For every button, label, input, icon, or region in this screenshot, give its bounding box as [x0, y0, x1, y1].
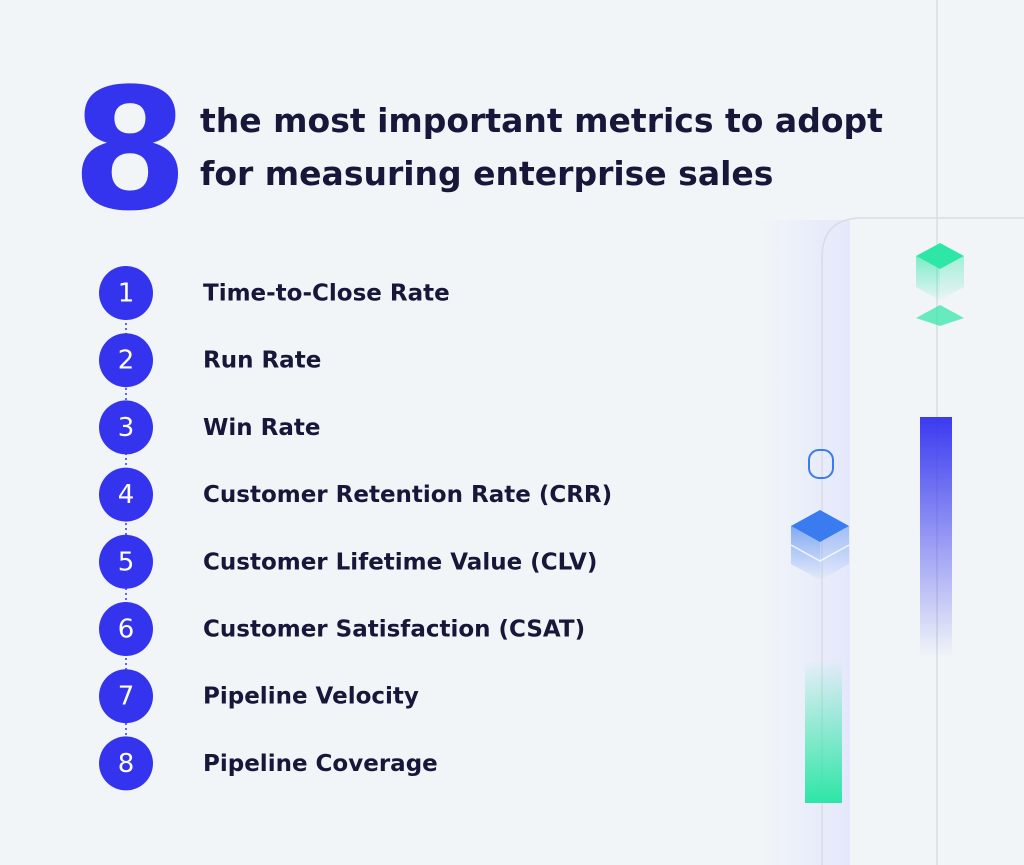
- deco-cube: [916, 243, 964, 326]
- number-circle: [99, 736, 153, 791]
- item-label: Pipeline Velocity: [203, 684, 419, 710]
- item-number: 7: [118, 682, 135, 712]
- deco-cube: [790, 510, 850, 580]
- item-label: Time-to-Close Rate: [203, 281, 450, 307]
- big-number: 8: [72, 52, 189, 248]
- item-number: 8: [118, 749, 135, 779]
- deco-pill: [808, 449, 834, 479]
- item-number: 4: [118, 480, 135, 510]
- item-label: Customer Lifetime Value (CLV): [203, 549, 597, 575]
- item-label: Customer Retention Rate (CRR): [203, 482, 612, 508]
- item-number: 2: [118, 346, 135, 376]
- number-circle: [99, 400, 153, 455]
- number-circle: [99, 333, 153, 388]
- number-circle: [99, 669, 153, 724]
- number-circle: [99, 534, 153, 589]
- item-label: Win Rate: [203, 415, 320, 441]
- title-line: the most important metrics to adopt: [200, 101, 883, 140]
- deco-frame: [821, 217, 1024, 865]
- number-circle: [99, 467, 153, 522]
- item-label: Pipeline Coverage: [203, 751, 438, 777]
- item-number: 5: [118, 547, 135, 577]
- number-circle: [99, 266, 153, 320]
- number-circle: [99, 602, 153, 656]
- deco-bar: [805, 660, 842, 803]
- title-line: for measuring enterprise sales: [200, 154, 773, 193]
- item-number: 6: [118, 615, 135, 645]
- item-label: Customer Satisfaction (CSAT): [203, 617, 585, 643]
- item-label: Run Rate: [203, 348, 321, 374]
- item-number: 1: [118, 279, 135, 309]
- metric-list: 1 Time-to-Close Rate 2 Run Rate 3 Win Rate 4 Cu…: [99, 266, 612, 791]
- item-number: 3: [118, 413, 135, 443]
- deco-bar: [920, 417, 952, 657]
